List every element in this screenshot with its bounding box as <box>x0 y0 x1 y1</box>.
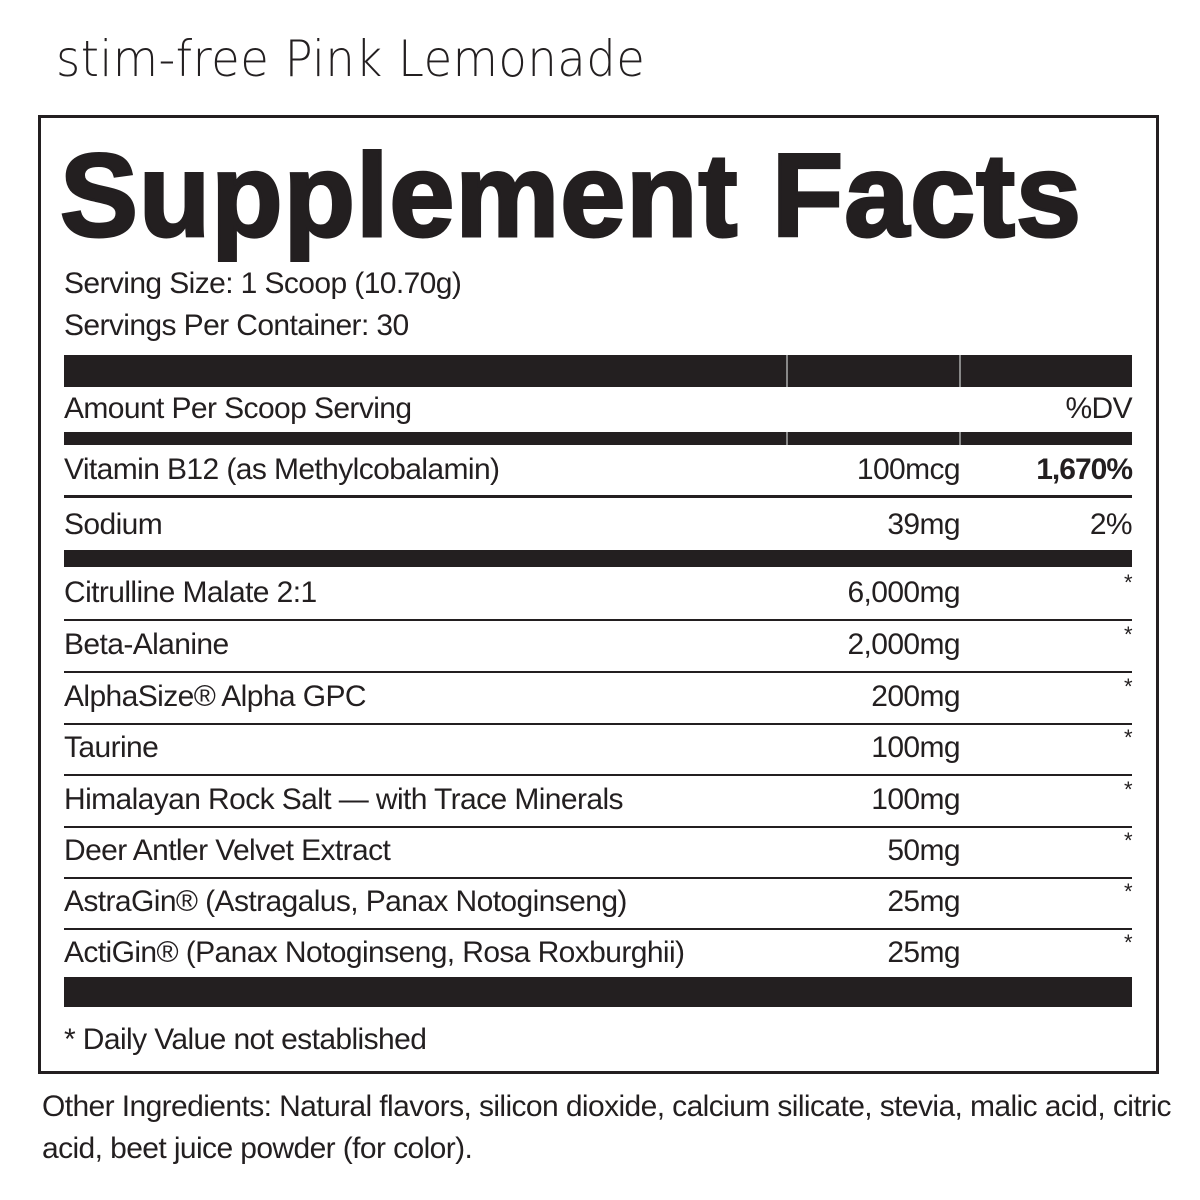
ingredient-dv: * <box>1124 930 1133 955</box>
row-divider <box>64 671 1132 673</box>
ingredient-amount: 50mg <box>887 834 960 867</box>
ingredient-name: Beta-Alanine <box>64 628 229 661</box>
ingredient-dv: * <box>1124 879 1133 904</box>
nutrient-dv: 2% <box>1089 508 1133 541</box>
row-divider <box>64 619 1132 621</box>
nutrient-name: Sodium <box>64 508 163 541</box>
ingredient-amount: 2,000mg <box>847 628 960 661</box>
nutrient-amount: 39mg <box>887 508 960 541</box>
ingredient-dv: * <box>1124 725 1133 750</box>
ingredient-dv: * <box>1124 674 1133 699</box>
ingredient-name: Himalayan Rock Salt — with Trace Mineral… <box>64 783 624 816</box>
ingredient-name: AlphaSize® Alpha GPC <box>64 680 367 713</box>
ingredient-dv: * <box>1124 828 1133 853</box>
divider-bar <box>64 977 1132 1007</box>
row-divider <box>64 877 1132 879</box>
nutrient-dv: 1,670% <box>1036 453 1133 486</box>
ingredient-name: Deer Antler Velvet Extract <box>64 834 391 867</box>
ingredient-dv: * <box>1124 570 1133 595</box>
ingredient-name: Taurine <box>64 731 159 764</box>
ingredient-dv: * <box>1124 777 1133 802</box>
ingredient-name: ActiGin® (Panax Notoginseng, Rosa Roxbur… <box>64 936 685 969</box>
nutrient-name: Vitamin B12 (as Methylcobalamin) <box>64 453 500 486</box>
divider-bar <box>64 550 1132 567</box>
ingredient-name: AstraGin® (Astragalus, Panax Notoginseng… <box>64 885 627 918</box>
other-ingredients: Other Ingredients: Natural flavors, sili… <box>42 1090 1172 1165</box>
row-divider <box>64 495 1132 498</box>
amount-header: Amount Per Scoop Serving <box>64 392 412 425</box>
row-divider <box>64 928 1132 930</box>
servings-per-container: Servings Per Container: 30 <box>64 309 409 342</box>
ingredient-amount: 6,000mg <box>847 576 960 609</box>
ingredient-amount: 200mg <box>871 680 960 713</box>
row-divider <box>64 774 1132 776</box>
ingredient-name: Citrulline Malate 2:1 <box>64 576 317 609</box>
ingredient-amount: 25mg <box>887 885 960 918</box>
dv-header: %DV <box>1065 392 1132 425</box>
divider-bar <box>64 432 1132 445</box>
flavor-name: stim-free Pink Lemonade <box>56 30 646 88</box>
ingredient-dv: * <box>1124 622 1133 647</box>
ingredient-amount: 100mg <box>871 783 960 816</box>
row-divider <box>64 826 1132 828</box>
ingredient-amount: 100mg <box>871 731 960 764</box>
facts-title: Supplement Facts <box>59 129 1083 264</box>
facts-panel <box>38 115 1159 1074</box>
footnote: * Daily Value not established <box>64 1023 427 1056</box>
divider-bar <box>64 355 1132 387</box>
ingredient-amount: 25mg <box>887 936 960 969</box>
nutrient-amount: 100mcg <box>856 453 961 486</box>
serving-size: Serving Size: 1 Scoop (10.70g) <box>64 267 462 300</box>
row-divider <box>64 723 1132 725</box>
